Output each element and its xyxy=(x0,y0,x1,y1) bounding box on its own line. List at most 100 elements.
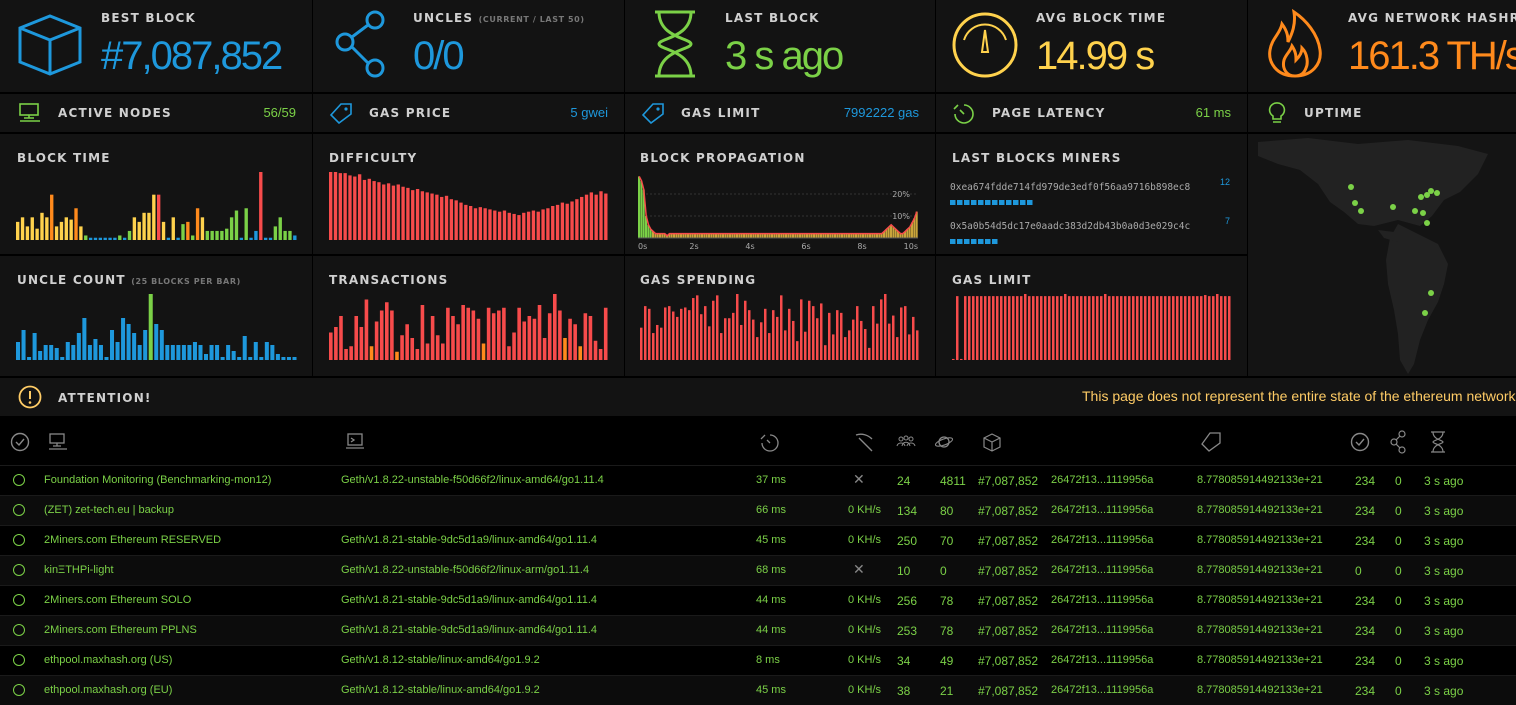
chart-bar xyxy=(364,299,369,360)
miner-block xyxy=(978,239,984,244)
hourglass-icon[interactable] xyxy=(1430,431,1446,453)
node-hashrate: 0 KH/s xyxy=(848,504,882,516)
stat-label: Avg Network Hashrate xyxy=(1348,11,1516,25)
x-tick-label: 2s xyxy=(689,242,698,251)
chart-bar xyxy=(712,300,715,360)
chart-bar xyxy=(204,354,209,360)
peers-icon[interactable] xyxy=(896,434,916,450)
chart-bar xyxy=(555,204,560,240)
chart-bar xyxy=(780,233,783,238)
node-marker[interactable] xyxy=(1390,204,1396,210)
table-row[interactable]: Foundation Monitoring (Benchmarking-mon1… xyxy=(0,465,1516,495)
chart-bar xyxy=(578,346,583,360)
chart-bar xyxy=(968,296,971,360)
chart-bar xyxy=(411,190,415,240)
table-row[interactable]: ethpool.maxhash.org (EU) Geth/v1.8.12-sta… xyxy=(0,675,1516,705)
chart-bar xyxy=(883,231,886,238)
node-marker[interactable] xyxy=(1352,200,1358,206)
chart-bar xyxy=(357,174,362,240)
difficulty-tag-icon[interactable] xyxy=(1200,431,1222,453)
node-marker[interactable] xyxy=(1420,210,1426,216)
chart-label: Transactions xyxy=(329,273,449,287)
pickaxe-icon[interactable] xyxy=(852,431,874,453)
table-row[interactable]: (ZET) zet-tech.eu | backup 66 ms 0 KH/s 134… xyxy=(0,495,1516,525)
chart-bar xyxy=(507,212,511,240)
chart-bar xyxy=(896,337,899,360)
chart-bar xyxy=(259,172,263,240)
chart-bar xyxy=(435,194,439,240)
chart-gas-limit: Gas Limit xyxy=(936,256,1247,376)
node-icon[interactable] xyxy=(48,433,68,451)
chart-bar xyxy=(740,324,743,360)
chart-bar xyxy=(672,311,675,360)
chart-bar xyxy=(1176,296,1179,360)
chart-bar xyxy=(652,231,655,238)
node-difficulty: 8.778085914492133e+21 xyxy=(1197,654,1323,666)
node-difficulty: 8.778085914492133e+21 xyxy=(1197,594,1323,606)
node-last-block: 3 s ago xyxy=(1424,624,1464,638)
miner-block xyxy=(971,239,977,244)
table-row[interactable]: 2Miners.com Ethereum RESERVED Geth/v1.8.2… xyxy=(0,525,1516,555)
chart-bar xyxy=(200,217,205,240)
chart-bar xyxy=(916,330,919,360)
table-row[interactable]: 2Miners.com Ethereum SOLO Geth/v1.8.21-st… xyxy=(0,585,1516,615)
node-marker[interactable] xyxy=(1418,194,1424,200)
block-icon[interactable] xyxy=(982,432,1002,452)
chart-bar xyxy=(754,233,757,238)
chart-bar xyxy=(244,208,248,240)
status-icon xyxy=(13,654,25,666)
chart-bar xyxy=(395,351,399,360)
chart-bar xyxy=(589,192,594,240)
node-name: kinΞTHPi-light xyxy=(44,564,114,576)
chart-bar xyxy=(664,307,667,360)
node-latency: 8 ms xyxy=(756,654,780,666)
chart-bar xyxy=(425,192,429,240)
miner-blocks-bar xyxy=(950,200,1033,205)
node-marker[interactable] xyxy=(1412,208,1418,214)
table-row[interactable]: ethpool.maxhash.org (US) Geth/v1.8.12-sta… xyxy=(0,645,1516,675)
nodes-icon xyxy=(19,103,40,122)
chart-bar xyxy=(54,226,59,240)
chart-bar xyxy=(848,330,851,360)
chart-bar xyxy=(984,296,987,360)
chart-bar xyxy=(553,294,557,360)
node-marker[interactable] xyxy=(1358,208,1364,214)
node-marker[interactable] xyxy=(1424,220,1430,226)
propagation-icon[interactable] xyxy=(1350,432,1370,452)
node-marker[interactable] xyxy=(1428,188,1434,194)
node-pending: 78 xyxy=(940,624,954,638)
chart-bar xyxy=(157,194,161,240)
chart-bar xyxy=(166,237,171,240)
terminal-icon[interactable] xyxy=(345,433,365,451)
check-icon[interactable] xyxy=(10,432,30,452)
chart-bar xyxy=(726,233,729,238)
node-marker[interactable] xyxy=(1422,310,1428,316)
chart-bar xyxy=(684,307,687,360)
chart-bar xyxy=(43,345,48,360)
node-marker[interactable] xyxy=(1348,184,1354,190)
x-tick-label: 4s xyxy=(745,242,754,251)
chart-bar xyxy=(349,346,353,360)
node-marker[interactable] xyxy=(1428,290,1434,296)
node-latency: 37 ms xyxy=(756,474,786,486)
uncles-icon[interactable] xyxy=(1390,430,1408,454)
chart-bar xyxy=(880,299,883,360)
table-row[interactable]: kinΞTHPi-light Geth/v1.8.22-unstable-f50d… xyxy=(0,555,1516,585)
node-name: 2Miners.com Ethereum RESERVED xyxy=(44,534,222,546)
chart-bar xyxy=(1208,296,1211,360)
node-txs: 0 xyxy=(1355,564,1362,578)
miner-block xyxy=(957,200,963,205)
chart-bar xyxy=(829,233,832,238)
node-marker[interactable] xyxy=(1434,190,1440,196)
chart-bar xyxy=(339,316,343,360)
chart-bar xyxy=(897,231,900,238)
node-marker[interactable] xyxy=(1424,192,1430,198)
latency-icon[interactable] xyxy=(760,431,780,453)
chart-bar xyxy=(115,342,120,360)
table-row[interactable]: 2Miners.com Ethereum PPLNS Geth/v1.8.21-s… xyxy=(0,615,1516,645)
chart-uncle-count: Uncle Count (25 blocks per bar) xyxy=(0,256,312,376)
planet-icon[interactable] xyxy=(934,433,954,451)
chart-bar xyxy=(732,312,735,360)
chart-bar xyxy=(292,357,297,360)
stat-gas-price: Gas Price 5 gwei xyxy=(313,94,624,132)
